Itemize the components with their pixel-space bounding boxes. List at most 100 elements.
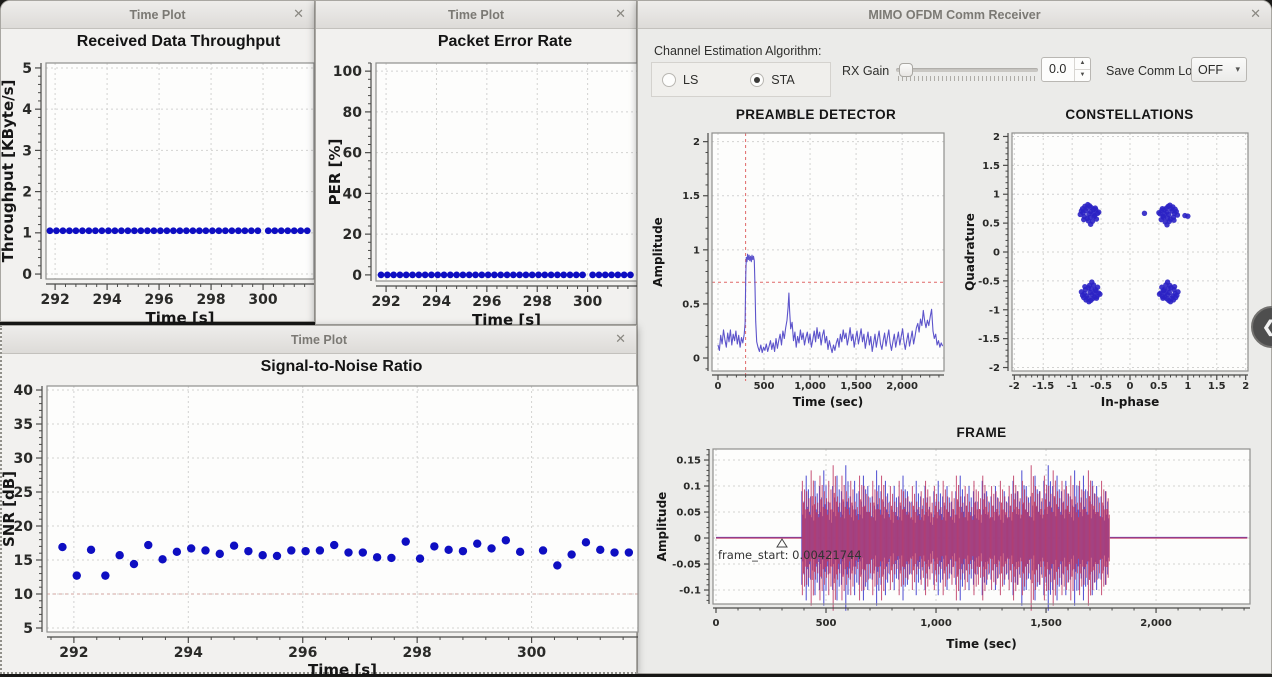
svg-text:40: 40 [343,186,363,202]
svg-text:296: 296 [144,292,173,308]
window-time-plot-snr: Time Plot ✕ Signal-to-Noise Ratio 510152… [0,325,637,674]
snr-chart[interactable]: 510152025303540292294296298300Time [s]SN… [2,382,639,677]
svg-text:1,000: 1,000 [920,618,952,629]
svg-text:80: 80 [343,105,363,121]
svg-text:2: 2 [1242,381,1249,392]
preamble-detector-chart[interactable]: 00.511.5205001,0001,5002,000Time (sec)Am… [646,125,958,417]
rx-gain-spinbox[interactable]: 0.0 ▲ ▼ [1041,57,1091,82]
svg-text:In-phase: In-phase [1101,395,1160,409]
close-icon[interactable]: ✕ [293,5,304,23]
svg-text:0: 0 [713,618,720,629]
svg-text:298: 298 [403,645,432,661]
svg-text:-0.5: -0.5 [1090,381,1112,392]
svg-text:30: 30 [14,451,34,467]
svg-text:0.1: 0.1 [683,482,701,493]
svg-text:292: 292 [59,645,88,661]
chevron-left-icon: ❮ [1262,317,1272,337]
svg-text:2,000: 2,000 [1140,618,1172,629]
channel-estimation-label: Channel Estimation Algorithm: [654,44,821,58]
svg-text:40: 40 [14,383,34,399]
svg-text:294: 294 [174,645,203,661]
svg-text:4: 4 [22,102,32,118]
slider-handle[interactable] [899,63,913,77]
svg-text:Quadrature: Quadrature [963,213,977,291]
svg-text:294: 294 [92,292,121,308]
svg-text:1: 1 [22,226,32,242]
svg-text:Throughput [KByte/s]: Throughput [KByte/s] [1,80,17,263]
save-comm-log-label: Save Comm Log: [1106,64,1203,78]
svg-text:20: 20 [343,227,363,243]
svg-text:0: 0 [1127,381,1134,392]
svg-text:1.5: 1.5 [682,191,700,202]
svg-text:Amplitude: Amplitude [651,217,665,287]
radio-option-ls[interactable]: LS [662,73,698,87]
rx-gain-label: RX Gain [842,64,889,78]
svg-text:Time (sec): Time (sec) [793,395,863,409]
svg-text:1: 1 [993,190,1000,201]
svg-text:0.15: 0.15 [676,456,701,467]
svg-text:2: 2 [693,137,700,148]
svg-text:1,500: 1,500 [840,381,872,392]
window-mimo-ofdm-receiver: MIMO OFDM Comm Receiver ✕ Channel Estima… [637,0,1272,674]
svg-text:1,000: 1,000 [794,381,826,392]
chevron-down-icon: ▾ [1235,64,1240,75]
svg-text:1.5: 1.5 [1208,381,1226,392]
svg-text:292: 292 [40,292,69,308]
svg-text:0.5: 0.5 [682,299,700,310]
svg-text:5: 5 [22,61,32,77]
radio-sta-icon[interactable] [750,73,764,87]
svg-text:-1.5: -1.5 [978,334,1000,345]
frame-title: FRAME [646,425,1265,440]
svg-text:0: 0 [993,248,1000,259]
titlebar-receiver[interactable]: MIMO OFDM Comm Receiver ✕ [638,1,1271,29]
chart-title-per: Packet Error Rate [316,29,636,57]
radio-option-sta[interactable]: STA [750,73,794,87]
svg-text:0: 0 [694,534,701,545]
svg-text:10: 10 [14,587,34,603]
svg-text:15: 15 [14,553,33,569]
svg-text:0.05: 0.05 [676,508,701,519]
throughput-chart[interactable]: 012345292294296298300Time [s]Throughput … [1,57,316,325]
close-icon[interactable]: ✕ [615,5,626,23]
window-title: MIMO OFDM Comm Receiver [868,8,1040,22]
svg-text:-2: -2 [989,363,1000,374]
svg-text:0: 0 [714,381,721,392]
constellations-chart[interactable]: -2-1.5-1-0.500.511.52-2-1.5-1-0.500.511.… [960,125,1265,417]
chart-title-throughput: Received Data Throughput [1,29,314,57]
svg-text:2: 2 [993,132,1000,143]
svg-text:300: 300 [248,292,277,308]
spin-down-icon[interactable]: ▼ [1075,69,1090,81]
svg-text:294: 294 [422,294,451,310]
spin-up-icon[interactable]: ▲ [1075,58,1090,69]
svg-text:298: 298 [523,294,552,310]
svg-text:296: 296 [472,294,501,310]
save-log-dropdown[interactable]: OFF ▾ [1191,57,1247,82]
svg-text:-0.05: -0.05 [672,560,701,571]
svg-text:1.5: 1.5 [982,161,1000,172]
svg-text:0: 0 [693,354,700,365]
svg-text:-0.1: -0.1 [679,586,701,597]
titlebar-throughput[interactable]: Time Plot ✕ [1,1,314,29]
titlebar-snr[interactable]: Time Plot ✕ [2,326,636,354]
frame-chart[interactable]: frame_start: 0.00421744-0.1-0.0500.050.1… [646,441,1265,667]
per-chart[interactable]: 020406080100292294296298300Time [s]PER [… [316,57,638,328]
svg-text:500: 500 [754,381,775,392]
slider-tickmarks [898,76,1036,81]
svg-text:298: 298 [196,292,225,308]
window-time-plot-per: Time Plot ✕ Packet Error Rate 0204060801… [315,0,637,325]
rx-gain-slider[interactable] [896,59,1038,83]
close-icon[interactable]: ✕ [1250,5,1261,23]
svg-text:SNR [dB]: SNR [dB] [2,471,18,547]
svg-text:2,000: 2,000 [886,381,918,392]
svg-text:292: 292 [371,294,400,310]
svg-text:0.5: 0.5 [982,219,1000,230]
svg-text:Time [s]: Time [s] [145,309,214,325]
radio-ls-icon[interactable] [662,73,676,87]
window-title: Time Plot [291,333,347,347]
rx-gain-value[interactable]: 0.0 [1042,58,1074,81]
close-icon[interactable]: ✕ [615,330,626,348]
titlebar-per[interactable]: Time Plot ✕ [316,1,636,29]
svg-text:500: 500 [816,618,837,629]
svg-text:0.5: 0.5 [1150,381,1168,392]
slider-track[interactable] [896,68,1038,72]
